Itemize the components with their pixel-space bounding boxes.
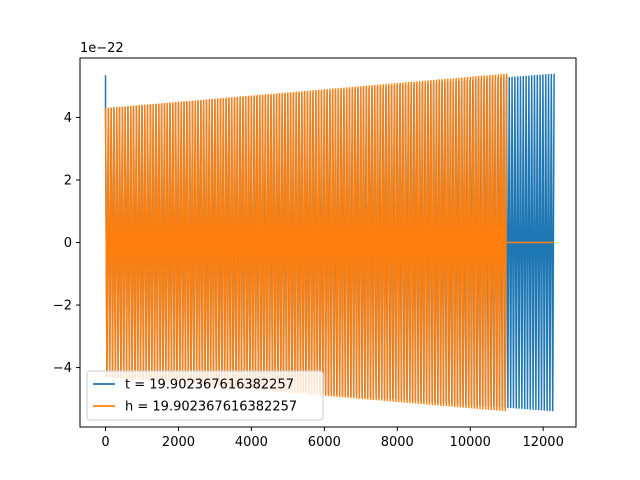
y-axis: −4 −2 0 2 4 [53,111,80,376]
x-axis: 0 2000 4000 6000 8000 10000 12000 [101,427,564,450]
x-tick-label: 0 [101,435,109,450]
x-tick-label: 4000 [235,435,268,450]
y-tick-label: −2 [53,299,72,314]
x-tick-label: 12000 [522,435,563,450]
legend-label: h = 19.902367616382257 [125,400,297,415]
legend-box [86,370,324,421]
x-tick-label: 10000 [450,435,491,450]
y-scale-label: 1e−22 [80,41,124,56]
x-tick-label: 2000 [162,435,195,450]
y-tick-label: 4 [64,111,72,126]
y-tick-label: 0 [64,236,72,251]
y-tick-label: 2 [64,173,72,188]
x-tick-label: 6000 [308,435,341,450]
y-tick-label: −4 [53,361,72,376]
legend-label: t = 19.902367616382257 [125,378,294,393]
x-tick-label: 8000 [381,435,414,450]
legend: t = 19.902367616382257 h = 19.90236761638… [86,370,324,421]
